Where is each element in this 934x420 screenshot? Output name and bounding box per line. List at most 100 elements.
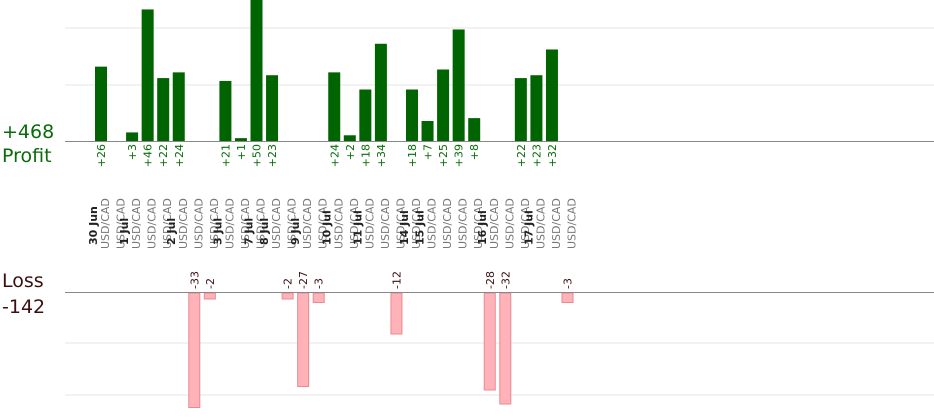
category-label: 11 Jul USD/CAD bbox=[351, 198, 376, 249]
profit-value-label: +39 bbox=[453, 144, 466, 167]
category-pair-label: USD/CAD bbox=[239, 198, 252, 249]
profit-bar bbox=[266, 75, 279, 141]
category-label: USD/CAD bbox=[239, 198, 252, 249]
profit-bar bbox=[437, 69, 450, 141]
loss-bar bbox=[297, 292, 310, 387]
category-pair-label: USD/CAD bbox=[394, 198, 407, 249]
category-pair-label: USD/CAD bbox=[301, 198, 314, 249]
category-label: USD/CAD bbox=[394, 198, 407, 249]
profit-bar bbox=[468, 118, 481, 141]
loss-bar bbox=[188, 292, 201, 408]
category-pair-label: USD/CAD bbox=[457, 198, 470, 249]
profit-value-label: +23 bbox=[530, 144, 543, 167]
category-label: USD/CAD bbox=[208, 198, 221, 249]
category-pair-label: USD/CAD bbox=[99, 198, 112, 249]
category-date-label: 1 Jul bbox=[118, 218, 131, 245]
category-pair-label: USD/CAD bbox=[115, 198, 128, 249]
profit-value-label: +34 bbox=[375, 144, 388, 167]
category-date-label: 8 Jul bbox=[258, 218, 271, 245]
category-pair-label: USD/CAD bbox=[317, 198, 330, 249]
profit-bar bbox=[219, 80, 232, 141]
category-label: 9 Jul USD/CAD bbox=[289, 198, 314, 249]
profit-bar bbox=[172, 72, 185, 141]
profit-value-label: +24 bbox=[328, 144, 341, 167]
loss-bar bbox=[390, 292, 403, 335]
trade-value-labels: +26 +3 +46 +22 +24-33 -2+21 +1 +50 +23-2 -27 -3+24… bbox=[95, 144, 575, 289]
profit-value-label: +2 bbox=[344, 144, 357, 160]
category-pair-label: USD/CAD bbox=[348, 198, 361, 249]
category-label: USD/CAD bbox=[146, 198, 159, 249]
profit-value-label: +8 bbox=[468, 144, 481, 160]
category-label: USD/CAD bbox=[503, 198, 516, 249]
category-label: USD/CAD bbox=[550, 198, 563, 249]
profit-value-label: +22 bbox=[157, 144, 170, 167]
profit-bar bbox=[530, 75, 543, 141]
category-label: USD/CAD bbox=[519, 198, 532, 249]
profit-value-label: +24 bbox=[173, 144, 186, 167]
loss-bar bbox=[281, 292, 294, 300]
category-label: USD/CAD bbox=[566, 198, 579, 249]
category-pair-label: USD/CAD bbox=[441, 198, 454, 249]
profit-value-label: +18 bbox=[359, 144, 372, 167]
profit-value-label: +21 bbox=[219, 144, 232, 167]
category-label: USD/CAD bbox=[348, 198, 361, 249]
profit-bar bbox=[157, 78, 170, 141]
category-date-label: 3 Jul bbox=[211, 218, 224, 245]
profit-value-label: +1 bbox=[235, 144, 248, 160]
category-pair-label: USD/CAD bbox=[332, 198, 345, 249]
category-date-label: 2 Jul bbox=[165, 218, 178, 245]
category-label: 10 Jul USD/CAD bbox=[320, 198, 345, 249]
loss-value-label: -33 bbox=[188, 271, 201, 289]
profit-value-label: +25 bbox=[437, 144, 450, 167]
category-date-label: 16 Jul bbox=[476, 210, 489, 245]
profit-bar bbox=[234, 138, 247, 141]
profit-bar bbox=[328, 72, 341, 141]
category-label: USD/CAD bbox=[379, 198, 392, 249]
trade-bars bbox=[95, 0, 574, 408]
category-label: 1 Jul USD/CAD bbox=[118, 198, 143, 249]
category-pair-label: USD/CAD bbox=[550, 198, 563, 249]
category-label: 8 Jul USD/CAD bbox=[258, 198, 283, 249]
profit-value-label: +7 bbox=[422, 144, 435, 160]
category-date-label: 30 Jun bbox=[87, 206, 100, 245]
category-pair-label: USD/CAD bbox=[130, 198, 143, 249]
profit-bar bbox=[406, 89, 418, 141]
category-pair-label: USD/CAD bbox=[566, 198, 579, 249]
profit-value-label: +32 bbox=[546, 144, 559, 167]
profit-value-label: +18 bbox=[406, 144, 419, 167]
loss-value-label: -2 bbox=[204, 278, 217, 289]
category-pair-label: USD/CAD bbox=[363, 198, 376, 249]
category-label: 16 Jul USD/CAD bbox=[476, 198, 501, 249]
loss-bar bbox=[561, 292, 574, 303]
loss-bar bbox=[312, 292, 325, 303]
loss-value-label: -27 bbox=[297, 271, 310, 289]
category-pair-label: USD/CAD bbox=[379, 198, 392, 249]
category-date-label: 10 Jul bbox=[320, 210, 333, 245]
profit-value-label: +22 bbox=[515, 144, 528, 167]
category-pair-label: USD/CAD bbox=[177, 198, 190, 249]
category-pair-label: USD/CAD bbox=[472, 198, 485, 249]
category-pair-label: USD/CAD bbox=[426, 198, 439, 249]
category-label: 17 Jul USD/CAD bbox=[522, 198, 547, 249]
category-pair-label: USD/CAD bbox=[286, 198, 299, 249]
loss-bar bbox=[483, 292, 496, 391]
category-label: 2 Jul USD/CAD bbox=[165, 198, 190, 249]
loss-value-label: -3 bbox=[562, 278, 575, 289]
loss-label: Loss bbox=[2, 270, 44, 292]
profit-bar bbox=[545, 49, 558, 142]
profit-grid bbox=[65, 27, 934, 86]
profit-bar bbox=[141, 9, 154, 141]
category-pair-label: USD/CAD bbox=[161, 198, 174, 249]
category-pair-label: USD/CAD bbox=[255, 198, 268, 249]
profit-value-label: +23 bbox=[266, 144, 279, 167]
category-label: 3 Jul USD/CAD bbox=[211, 198, 236, 249]
category-label: USD/CAD bbox=[161, 198, 174, 249]
profit-value-label: +50 bbox=[251, 144, 264, 167]
category-label: 30 Jun USD/CAD bbox=[87, 198, 112, 249]
loss-value-label: -32 bbox=[499, 271, 512, 289]
profit-bar bbox=[95, 66, 107, 141]
category-pair-label: USD/CAD bbox=[488, 198, 501, 249]
loss-value-label: -28 bbox=[484, 271, 497, 289]
category-label: USD/CAD bbox=[472, 198, 485, 249]
